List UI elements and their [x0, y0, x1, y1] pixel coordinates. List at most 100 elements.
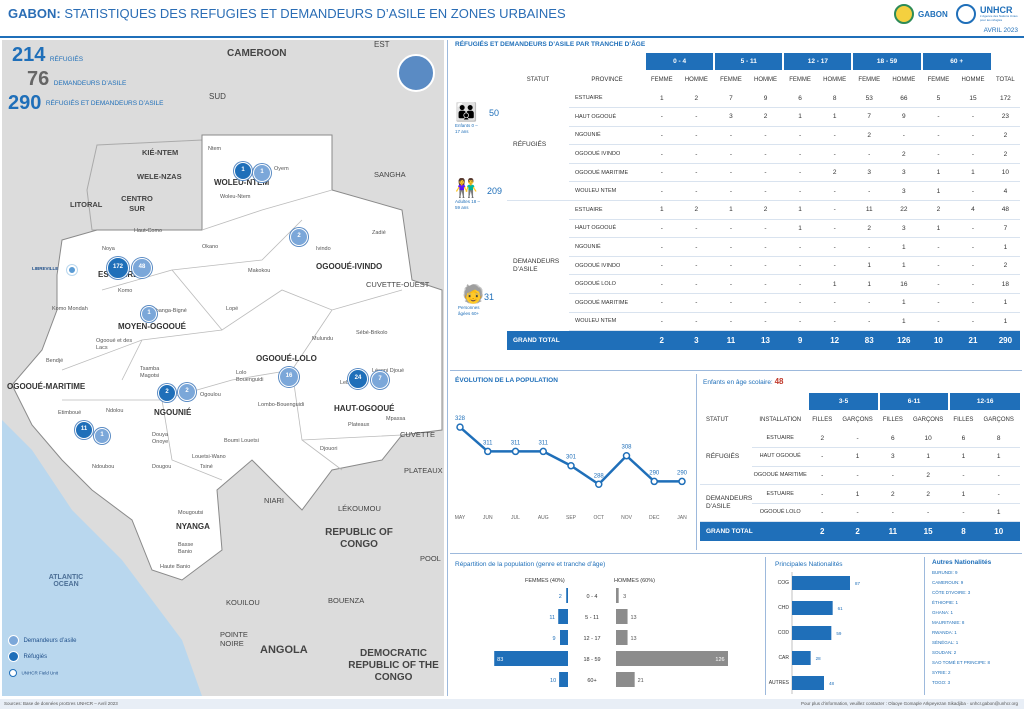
evolution-data-label: 311: [538, 440, 548, 446]
nationality-bar: [792, 676, 824, 690]
province-cell: ESTUAIRE: [569, 89, 645, 109]
evolution-title: ÉVOLUTION DE LA POPULATION: [455, 377, 558, 384]
map-bubble-asy: 2: [178, 383, 196, 401]
total-count: 290: [8, 92, 42, 114]
evolution-data-label: 288: [594, 473, 605, 479]
nationality-category-label: COG: [778, 580, 790, 586]
city-mulundu: Mulundu: [312, 336, 334, 342]
value-cell: -: [714, 237, 748, 257]
value-cell: -: [678, 126, 715, 146]
grand-total-cell: 9: [783, 330, 817, 350]
value-cell: -: [921, 312, 956, 332]
value-cell: 1: [816, 274, 853, 295]
region-plateaux: PLATEAUX: [404, 466, 443, 475]
label-angola: ANGOLA: [260, 644, 308, 656]
city-lope: Lopé: [226, 306, 239, 312]
region-kie-ntem: KIÉ-NTEM: [142, 148, 179, 157]
row-total-cell: 18: [990, 274, 1020, 295]
other-nat-item: SYRIE: 2: [932, 670, 951, 675]
evolution-point: [484, 447, 492, 456]
nationality-bar: [792, 601, 833, 615]
grand-total-cell: 10: [977, 521, 1020, 541]
pyramid-male-bar: [616, 609, 628, 624]
value-cell: -: [808, 484, 837, 504]
installation-cell: OGOOUÉ LOLO: [752, 503, 809, 523]
grand-total-cell: 290: [990, 330, 1020, 350]
other-nat-item: RWANDA: 1: [932, 630, 957, 635]
nationality-category-label: CHD: [778, 605, 789, 611]
grand-total-cell: 11: [714, 330, 748, 350]
city-oyem: Oyem: [274, 166, 289, 172]
evolution-tick-label: AUG: [538, 515, 549, 521]
grand-total-cell: 3: [678, 330, 715, 350]
other-nat-item: GHANA: 1: [932, 610, 954, 615]
school-age-header: 6-11: [877, 393, 950, 410]
city-bendje: Bendjé: [46, 358, 64, 364]
value-cell: 2: [747, 107, 784, 127]
nationalities-chart: COG 87 CHD 61 COD 59 CAR 28 AUTRES 48: [769, 572, 861, 694]
value-cell: -: [852, 237, 887, 257]
col-statut: STATUT: [706, 416, 729, 423]
page-title: GABON: STATISTIQUES DES REFUGIES ET DEMA…: [8, 6, 566, 21]
grand-total-cell: 15: [906, 521, 950, 541]
table-row: RÉFUGIÉS ESTUAIRE 1 2 7 9 6 8 53 66 5 15 172: [507, 89, 1020, 202]
other-nat-item: MAURITANIE: 8: [932, 620, 965, 625]
value-cell: 22: [886, 200, 922, 220]
value-cell: -: [816, 237, 853, 257]
installation-cell: ESTUAIRE: [752, 484, 809, 504]
city-makokou: Makokou: [248, 268, 271, 274]
label-sud: SUD: [209, 92, 226, 101]
divider-v-1: [696, 374, 697, 550]
pyramid-category-label: 5 - 11: [585, 615, 599, 621]
evolution-tick-label: JUN: [483, 515, 493, 521]
value-cell: -: [714, 219, 748, 239]
value-cell: 53: [852, 89, 887, 109]
school-age-header: 12-16: [948, 393, 1020, 410]
city-ndoubou: Ndoubou: [92, 464, 115, 470]
value-cell: -: [783, 126, 817, 146]
value-cell: -: [816, 200, 853, 220]
school-sub-header-row: STATUT INSTALLATION FILLES GARÇONS FILLES GAR…: [700, 410, 1020, 429]
value-cell: -: [783, 274, 817, 295]
value-cell: -: [852, 181, 887, 202]
legend-refugees-icon: [8, 651, 19, 663]
region-niari: NIARI: [264, 496, 285, 505]
value-cell: -: [714, 312, 748, 332]
value-cell: -: [816, 256, 853, 276]
value-cell: 6: [949, 429, 978, 449]
value-cell: 4: [955, 200, 991, 220]
adults-person-icon: 👫: [455, 178, 478, 198]
evolution-point: [622, 451, 631, 460]
capital-label: LIBREVILLE: [32, 266, 59, 271]
value-cell: -: [645, 237, 679, 257]
value-cell: -: [747, 274, 784, 295]
map-panel: 214 RÉFUGIÉS 76 DEMANDEURS D’ASILE 290 R…: [2, 40, 444, 696]
city-etimboue: Etimboué: [58, 410, 82, 416]
value-cell: -: [878, 503, 907, 523]
map-bubble-asy: 16: [279, 367, 299, 387]
col-homme: HOMME: [823, 76, 847, 83]
gabon-territory: [11, 134, 443, 581]
nationality-category-label: CAR: [778, 655, 789, 661]
value-cell: 1: [949, 484, 978, 504]
value-cell: 2: [747, 200, 784, 220]
col-femme: FEMME: [927, 76, 950, 83]
map-bubble-asy: 7: [371, 371, 389, 389]
value-cell: -: [955, 293, 991, 313]
pyramid-female-value: 9: [552, 636, 555, 642]
other-nat-item: BURUNDI: 9: [932, 570, 958, 575]
value-cell: 5: [921, 89, 956, 109]
icon-elderly: 🧓 31 Personnes âgées 60+: [458, 284, 512, 317]
evolution-point: [650, 477, 658, 486]
value-cell: -: [747, 237, 784, 257]
value-cell: -: [678, 237, 715, 257]
value-cell: 3: [886, 163, 922, 183]
grand-total-cell: 13: [747, 330, 784, 350]
divider-v-3: [924, 557, 925, 695]
grand-total-cell: 126: [886, 330, 922, 350]
value-cell: -: [836, 466, 879, 486]
value-cell: 8: [816, 89, 853, 109]
city-ogooue-lacs: Ogooué et des Lacs: [96, 338, 133, 351]
summary-asylum: 76 DEMANDEURS D’ASILE: [27, 68, 126, 91]
city-plateaux: Plateaux: [348, 422, 370, 428]
